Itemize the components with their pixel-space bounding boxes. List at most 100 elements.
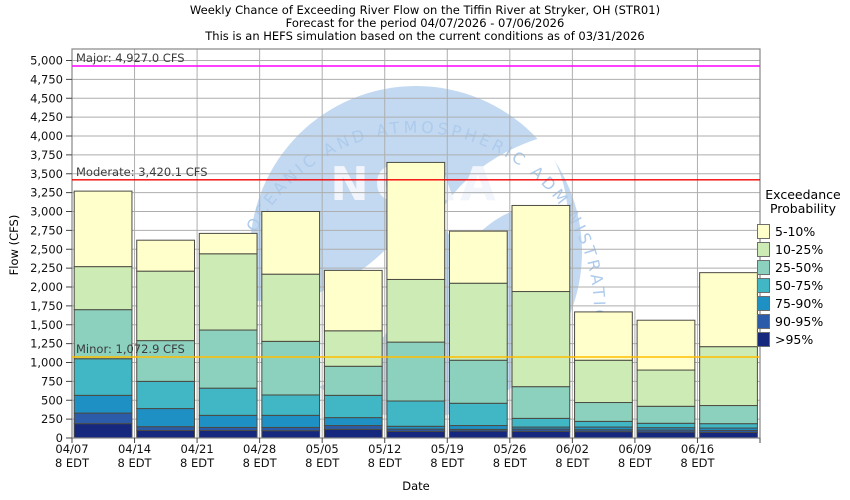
x-tick-label-time: 8 EDT (430, 456, 465, 470)
bar-segment (511, 386, 571, 419)
bar-segment (699, 272, 758, 348)
y-tick-label: 2,000 (30, 280, 63, 294)
bar-segment (136, 270, 195, 342)
x-tick-label-time: 8 EDT (243, 456, 278, 470)
legend-swatch (757, 223, 770, 239)
noaa-gull-shape (438, 138, 568, 243)
x-tick-label-time: 8 EDT (55, 456, 90, 470)
bar-segment (323, 365, 383, 396)
bars (73, 161, 758, 439)
bar-segment (261, 340, 321, 396)
y-tick-label: 4,750 (30, 72, 63, 86)
legend-item: >95% (757, 330, 849, 348)
legend-label: 75-90% (775, 295, 824, 311)
legend-label: 5-10% (775, 223, 816, 239)
legend: Exceedance Probability 5-10% 10-25% 25-50%… (757, 188, 849, 348)
bar-segment (574, 311, 633, 361)
bar-segment (699, 431, 758, 439)
bar-segment (636, 319, 696, 371)
legend-item: 50-75% (757, 276, 849, 294)
y-tick-label: 5,000 (30, 54, 63, 68)
y-tick-label: 4,500 (30, 91, 63, 105)
chart-title: Weekly Chance of Exceeding River Flow on… (189, 3, 661, 17)
bar-segment (574, 420, 633, 428)
y-tick-label: 1,000 (30, 356, 63, 370)
bar-segment (448, 402, 508, 427)
bar-segment (198, 387, 258, 416)
legend-swatch (757, 313, 770, 329)
bar-segment (448, 359, 508, 404)
bar-segment (261, 430, 321, 439)
x-tick-label-time: 8 EDT (368, 456, 403, 470)
x-tick-label-date: 05/19 (431, 442, 464, 456)
x-tick-label-date: 05/12 (368, 442, 401, 456)
y-tick-label: 1,500 (30, 318, 63, 332)
legend-label: 90-95% (775, 313, 824, 329)
bar-segment (136, 408, 195, 428)
x-tick-label-date: 06/16 (681, 442, 714, 456)
y-tick-labels: 0 250 500 750 1,000 1,250 1,500 1,750 2,000 2,250… (30, 54, 63, 446)
y-tick-label: 2,500 (30, 242, 63, 256)
legend-item: 25-50% (757, 258, 849, 276)
bar-segment (386, 278, 446, 343)
legend-item: 5-10% (757, 222, 849, 240)
bar-segment (261, 414, 321, 428)
bar-segment (323, 269, 383, 332)
x-tick-label-date: 05/05 (306, 442, 339, 456)
legend-swatch (757, 295, 770, 311)
bar-segment (448, 430, 508, 439)
bar-segment (136, 340, 195, 382)
bar-segment (261, 211, 321, 275)
y-tick-label: 1,750 (30, 299, 63, 313)
bar-segment (636, 405, 696, 424)
bar-segment (73, 394, 133, 414)
bar-segment (448, 425, 508, 430)
y-tick-label: 2,250 (30, 261, 63, 275)
x-tick-label-time: 8 EDT (305, 456, 340, 470)
x-tick-label-time: 8 EDT (680, 456, 715, 470)
bar-segment (73, 190, 133, 268)
bar-segment (136, 429, 195, 439)
y-tick-label: 4,250 (30, 110, 63, 124)
legend-label: 50-75% (775, 277, 824, 293)
bar-segment (511, 204, 571, 293)
bar-segment (636, 422, 696, 429)
bar-segment (198, 429, 258, 439)
legend-swatch (757, 331, 770, 347)
threshold-label-major: Major: 4,927.0 CFS (76, 51, 185, 65)
y-axis-label: Flow (CFS) (7, 214, 21, 276)
bar-segment (73, 412, 133, 425)
chart-subtitle: Forecast for the period 04/07/2026 - 07/… (285, 16, 565, 30)
bar-segment (574, 402, 633, 422)
legend-swatch (757, 259, 770, 275)
legend-label: 10-25% (775, 241, 824, 257)
bar-segment (574, 359, 633, 404)
bar-segment (73, 309, 133, 360)
bar-segment (261, 394, 321, 416)
legend-swatch (757, 241, 770, 257)
chart-note: This is an HEFS simulation based on the … (205, 29, 645, 43)
bar-segment (386, 400, 446, 427)
x-tick-label-time: 8 EDT (180, 456, 215, 470)
x-tick-label-date: 06/09 (618, 442, 651, 456)
threshold-label-moderate: Moderate: 3,420.1 CFS (76, 165, 208, 179)
bar-segment (511, 417, 571, 428)
bar-segment (323, 425, 383, 430)
x-tick-label-date: 04/14 (118, 442, 151, 456)
bar-segment (323, 428, 383, 439)
bar-segment (699, 346, 758, 407)
y-tick-label: 1,250 (30, 337, 63, 351)
y-tick-label: 0 (56, 431, 63, 445)
bar-segment (636, 369, 696, 407)
bar-segment (73, 358, 133, 396)
bar-segment (386, 430, 446, 439)
bar-segment (511, 291, 571, 388)
legend-item: 10-25% (757, 240, 849, 258)
bar-segment (136, 380, 195, 410)
bar-segment (73, 423, 133, 439)
bar-segment (699, 405, 758, 425)
legend-items: 5-10% 10-25% 25-50% 50-75% 75-90% 90-95% >95% (757, 222, 849, 348)
legend-title: Exceedance Probability (765, 187, 841, 216)
bar-segment (323, 417, 383, 427)
